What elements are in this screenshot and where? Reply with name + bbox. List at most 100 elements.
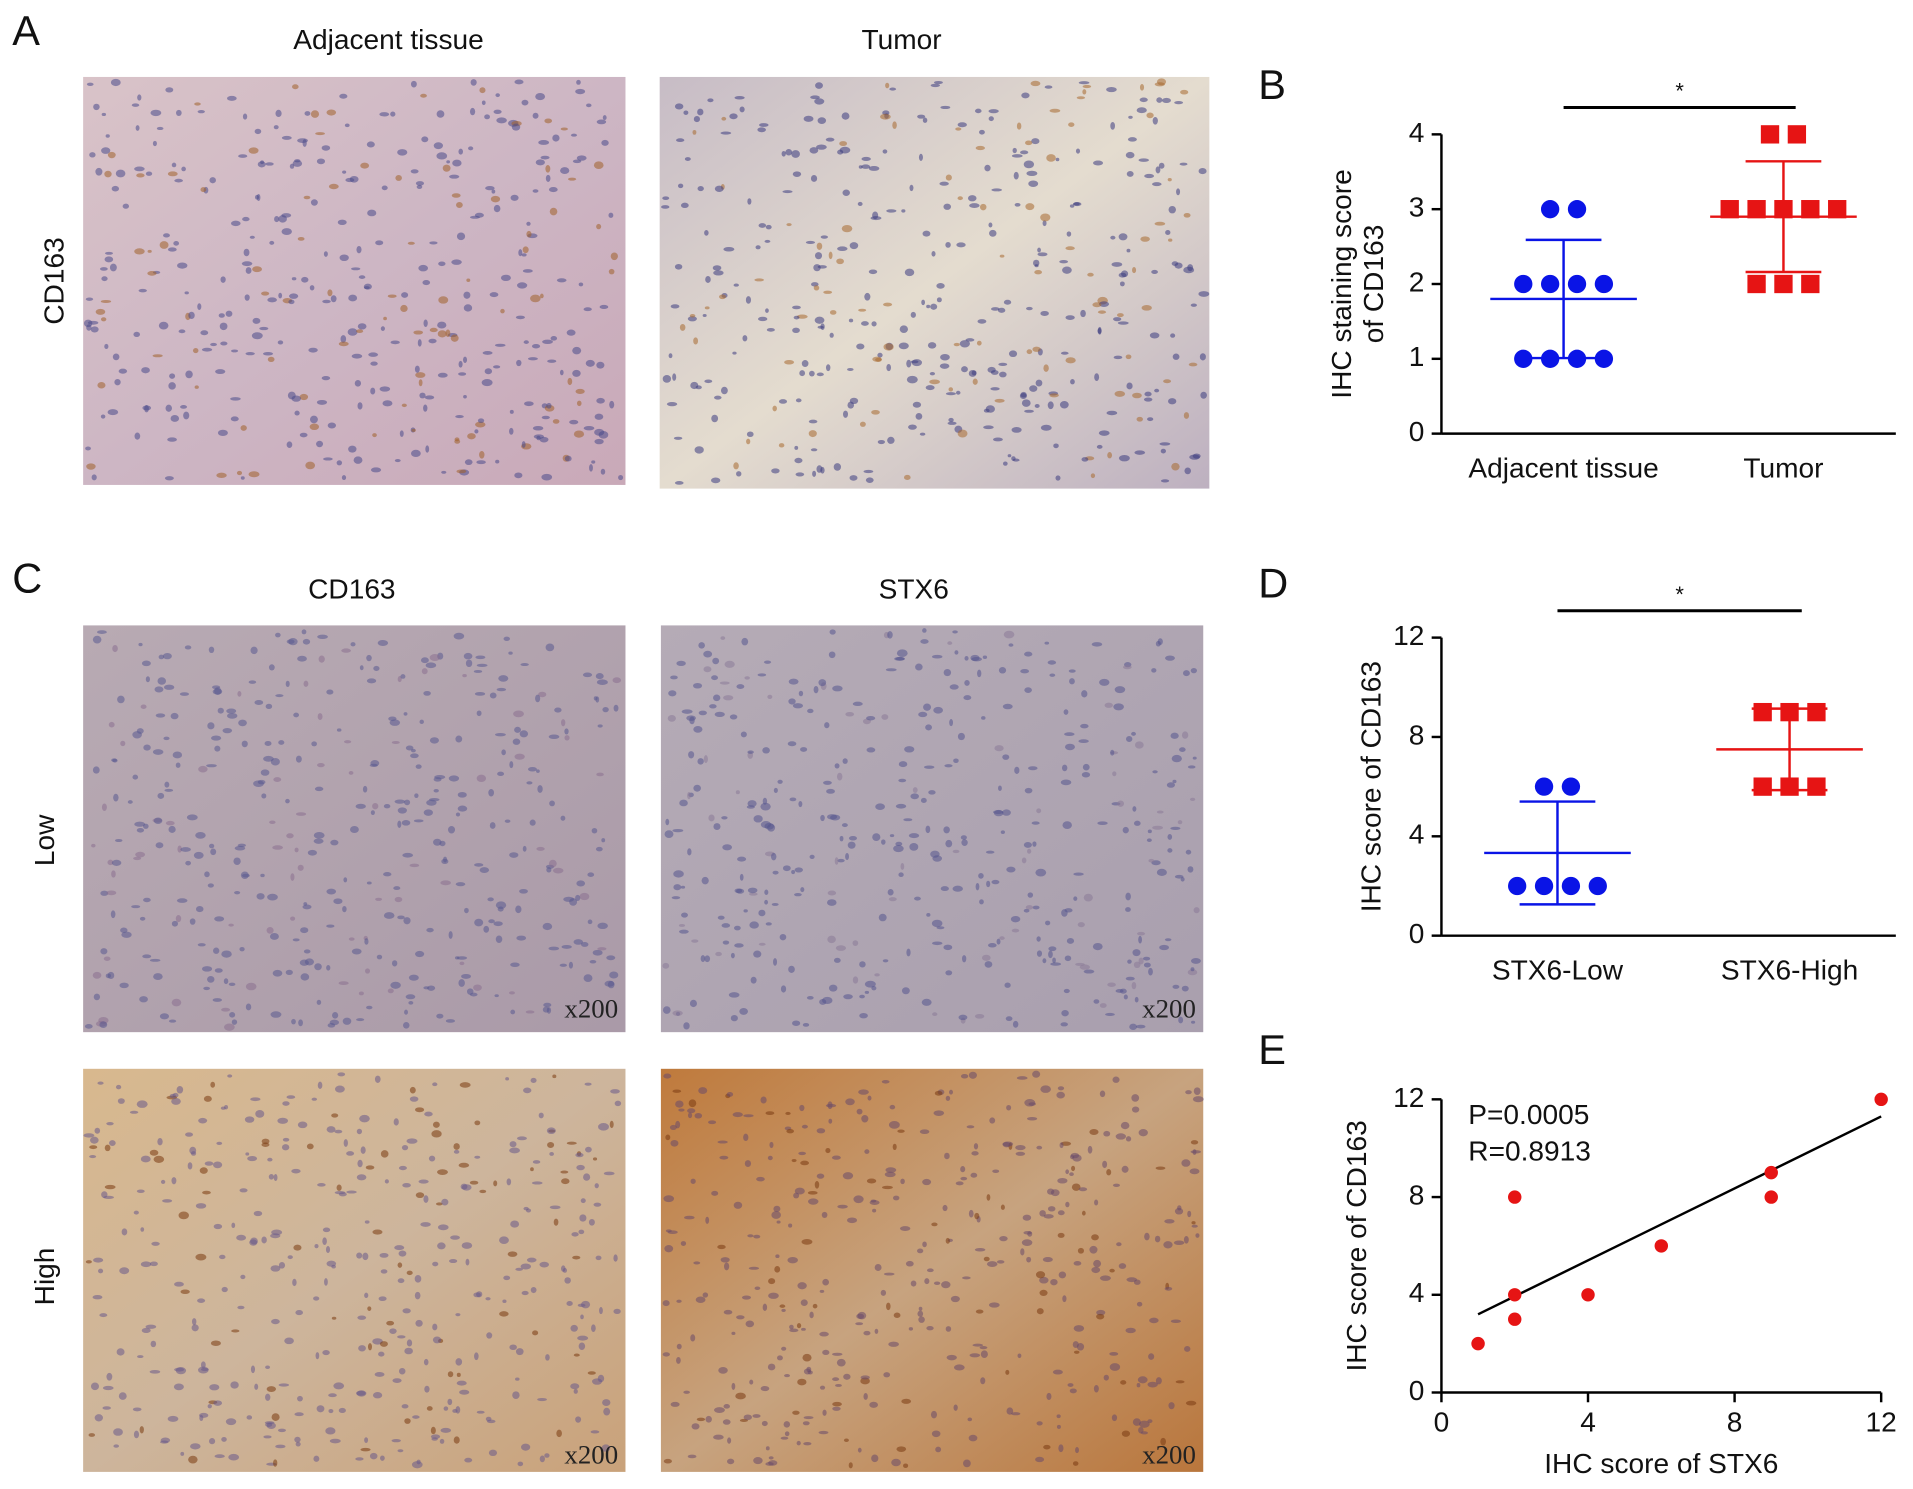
cell (560, 127, 568, 131)
cell (443, 856, 448, 863)
cell (1178, 1016, 1184, 1024)
cell (676, 1343, 682, 1350)
cell (1170, 732, 1179, 739)
data-point (1807, 777, 1826, 796)
cell (264, 740, 272, 746)
cell (765, 224, 772, 230)
cell (379, 386, 391, 392)
cell (1198, 291, 1210, 297)
cell (229, 1012, 236, 1018)
cell (1029, 385, 1038, 392)
cell (226, 708, 237, 714)
cell (159, 1013, 170, 1020)
cell (764, 899, 769, 905)
cell (400, 304, 408, 313)
cell (221, 1437, 227, 1442)
cell (521, 1443, 531, 1451)
cell (816, 1128, 826, 1134)
panel-label: D (1258, 559, 1288, 606)
cell (463, 291, 471, 299)
cell (581, 1300, 591, 1309)
cell (914, 896, 921, 901)
cell (1021, 399, 1031, 407)
cell (1161, 97, 1171, 104)
cell (904, 746, 915, 753)
cell (936, 926, 945, 930)
cell (317, 1081, 323, 1089)
cell (317, 1183, 326, 1187)
cell (350, 826, 359, 834)
cell (1137, 1376, 1148, 1384)
cell (1115, 989, 1124, 993)
cell (458, 148, 463, 155)
cell (543, 1002, 552, 1008)
cell (168, 382, 176, 390)
cell (765, 308, 769, 313)
cell (1126, 170, 1134, 177)
cell (836, 258, 844, 265)
cell (886, 1302, 891, 1311)
cell (398, 1165, 407, 1171)
cell (967, 195, 977, 202)
cell (326, 924, 335, 928)
cell (311, 741, 317, 747)
y-tick-label: 0 (1409, 1375, 1425, 1406)
cell (729, 113, 738, 120)
cell (809, 1311, 814, 1319)
cell (426, 1406, 433, 1411)
cell (991, 188, 1003, 192)
x-tick-label: 0 (1434, 1407, 1450, 1438)
magnification: x200 (1142, 1439, 1196, 1469)
cell (585, 1146, 592, 1153)
cell (469, 215, 480, 219)
cell (387, 988, 394, 994)
cell (708, 814, 715, 822)
cell (1148, 1353, 1155, 1360)
cell (106, 890, 117, 896)
cell (765, 1111, 775, 1115)
cell (596, 223, 602, 230)
cell (802, 1421, 810, 1426)
cell (696, 1417, 706, 1422)
cell (796, 1440, 801, 1446)
cell (1156, 97, 1163, 103)
cell (195, 832, 206, 839)
cell (1096, 1313, 1105, 1320)
cell (988, 222, 993, 228)
cell (853, 1195, 864, 1204)
cell (455, 812, 461, 817)
cell (859, 961, 866, 968)
cell (1055, 157, 1060, 162)
cell (448, 931, 453, 939)
cell (413, 819, 424, 823)
cell (931, 919, 943, 928)
cell (603, 1171, 615, 1176)
cell (819, 1289, 825, 1293)
cell (329, 1019, 340, 1026)
cell (545, 643, 555, 652)
cell (277, 1117, 289, 1124)
cell (415, 1107, 425, 1113)
cell (600, 468, 606, 475)
cell (338, 341, 349, 347)
cell (1032, 1070, 1041, 1078)
cell (181, 166, 186, 172)
cell (705, 275, 711, 283)
cell (1082, 84, 1092, 89)
cell (1152, 116, 1158, 125)
cell (1140, 1431, 1148, 1435)
cell (588, 1218, 595, 1226)
cell (886, 209, 897, 213)
cell (742, 335, 748, 342)
cell (214, 745, 221, 752)
cell (569, 898, 578, 906)
cell (1071, 1183, 1081, 1191)
cell (857, 201, 863, 206)
cell (582, 672, 593, 678)
cell (512, 738, 521, 745)
cell (680, 885, 686, 889)
cell (978, 873, 984, 879)
cell (694, 446, 704, 454)
cell (430, 1426, 436, 1435)
cell (546, 402, 552, 409)
